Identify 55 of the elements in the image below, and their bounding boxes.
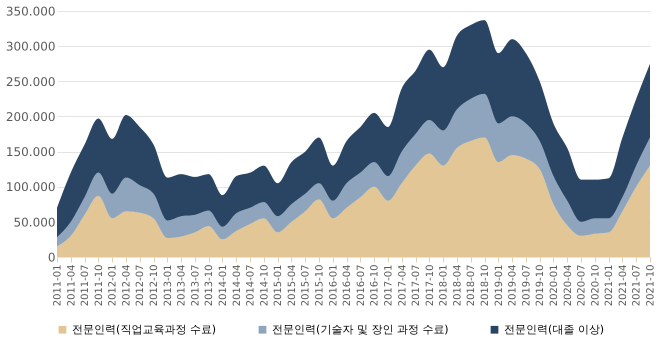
x-tick-label: 2011-07 <box>80 264 92 306</box>
x-tick-label: 2012-04 <box>121 264 132 306</box>
y-tick-label: 150.000 <box>6 145 56 160</box>
x-tick-label: 2017-04 <box>397 264 408 306</box>
x-tick-label: 2014-07 <box>246 264 257 306</box>
x-tick-label: 2019-01 <box>494 264 505 306</box>
x-tick-label: 2013-01 <box>162 264 174 306</box>
y-tick-label: 100.000 <box>6 180 56 194</box>
legend-label: 전문인력(기술자 및 장인 과정 수료) <box>272 322 449 336</box>
x-tick-label: 2014-01 <box>218 264 229 306</box>
x-tick-label: 2014-04 <box>232 264 243 306</box>
x-tick-label: 2019-07 <box>521 264 532 306</box>
x-tick-label: 2021-07 <box>632 264 643 306</box>
y-tick-label: 50.000 <box>14 215 56 230</box>
x-tick-label: 2017-01 <box>383 264 394 306</box>
x-tick-label: 2016-01 <box>328 264 340 306</box>
x-tick-label: 2015-07 <box>300 264 312 306</box>
x-tick-label: 2015-10 <box>314 264 326 306</box>
y-tick-label: 250.000 <box>6 74 56 89</box>
x-tick-label: 2018-01 <box>438 264 450 306</box>
x-tick-label: 2021-04 <box>618 264 629 306</box>
x-tick-label: 2017-10 <box>424 264 436 306</box>
x-tick-label: 2011-01 <box>52 264 64 306</box>
y-tick-label: 200.000 <box>6 110 56 124</box>
x-tick-label: 2021-10 <box>646 264 656 306</box>
x-tick-label: 2018-07 <box>466 264 478 306</box>
x-tick-label: 2015-01 <box>273 264 284 306</box>
x-tick-label: 2018-04 <box>452 264 464 306</box>
x-tick-label: 2016-07 <box>356 264 367 306</box>
legend-label: 전문인력(대졸 이상) <box>504 322 604 336</box>
x-tick-label: 2020-01 <box>548 264 560 306</box>
y-tick-label: 300.000 <box>6 40 56 54</box>
x-tick-label: 2020-07 <box>576 264 588 306</box>
x-tick-label: 2021-01 <box>604 264 616 306</box>
x-tick-label: 2012-07 <box>135 264 146 306</box>
x-tick-label: 2011-10 <box>94 264 105 306</box>
y-tick-label: 350.000 <box>6 4 56 18</box>
x-tick-label: 2013-07 <box>190 264 202 306</box>
x-tick-label: 2020-04 <box>562 264 574 306</box>
x-tick-label: 2018-10 <box>480 264 492 306</box>
x-tick-label: 2017-07 <box>411 264 422 306</box>
y-tick-label: 0 <box>48 250 56 264</box>
x-tick-label: 2013-10 <box>204 264 216 306</box>
x-tick-label: 2012-10 <box>149 264 160 306</box>
x-tick-label: 2013-04 <box>176 264 188 306</box>
x-tick-label: 2012-01 <box>108 264 119 306</box>
legend-label: 전문인력(직업교육과정 수료) <box>72 322 216 336</box>
x-tick-label: 2016-04 <box>342 264 354 306</box>
x-tick-label: 2016-10 <box>370 264 381 306</box>
x-tick-label: 2020-10 <box>590 264 602 306</box>
x-tick-label: 2011-04 <box>66 264 78 306</box>
x-tick-label: 2015-04 <box>286 264 298 306</box>
x-tick-label: 2019-04 <box>508 264 519 306</box>
x-tick-label: 2014-10 <box>259 264 270 306</box>
x-tick-label: 2019-10 <box>535 264 546 306</box>
